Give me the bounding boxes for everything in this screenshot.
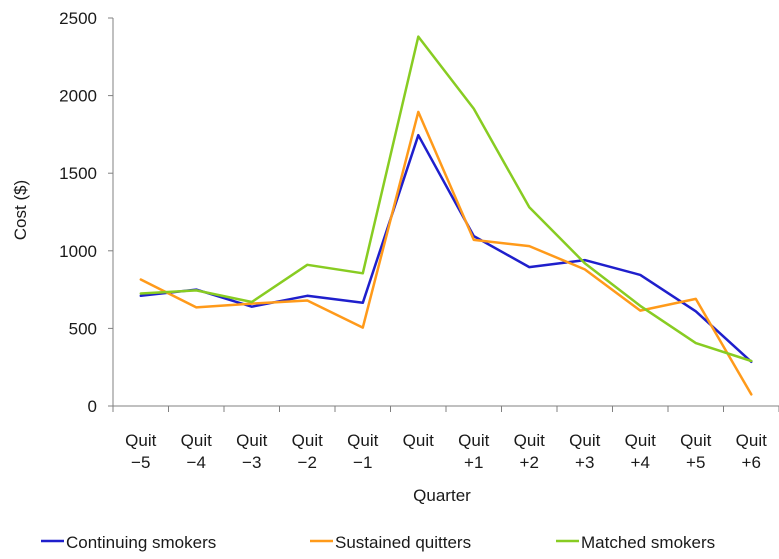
x-tick-label-line: Quit (569, 431, 600, 450)
y-axis-title: Cost ($) (11, 180, 30, 240)
x-tick-label: Quit −4 (181, 431, 212, 472)
x-tick-label-line: Quit (458, 431, 489, 450)
y-tick-label: 2500 (59, 9, 97, 28)
y-tick-label: 500 (69, 319, 97, 338)
x-tick-label-line: −2 (298, 453, 317, 472)
series-lines (139, 35, 753, 396)
x-tick-label-line: −4 (187, 453, 206, 472)
x-axis: Quit −5 Quit −4 Quit −3 Quit −2 Quit −1 Quit Quit +1… (112, 405, 779, 472)
series-line (139, 133, 753, 364)
legend-label: Continuing smokers (66, 533, 216, 552)
x-tick-label: Quit −5 (125, 431, 156, 472)
x-tick-label: Quit −2 (292, 431, 323, 472)
x-tick-label-line: −5 (131, 453, 150, 472)
x-axis-title: Quarter (413, 486, 471, 505)
x-tick-label-line: −1 (353, 453, 372, 472)
x-tick-label-line: Quit (236, 431, 267, 450)
x-tick-label-line: Quit (736, 431, 767, 450)
y-tick-label: 1500 (59, 164, 97, 183)
y-tick-label: 1000 (59, 242, 97, 261)
x-tick-label: Quit +1 (458, 431, 489, 472)
x-tick-label-line: Quit (514, 431, 545, 450)
x-tick-label: Quit −3 (236, 431, 267, 472)
x-tick-label: Quit +4 (625, 431, 656, 472)
x-tick-label: Quit +5 (680, 431, 711, 472)
x-tick-label-line: Quit (625, 431, 656, 450)
x-tick-label-line: +1 (464, 453, 483, 472)
x-tick-label: Quit +3 (569, 431, 600, 472)
x-tick-label-line: Quit (680, 431, 711, 450)
x-tick-label: Quit +6 (736, 431, 767, 472)
series-line (139, 110, 753, 396)
x-tick-label-line: Quit (403, 431, 434, 450)
legend-label: Sustained quitters (335, 533, 471, 552)
legend-label: Matched smokers (581, 533, 715, 552)
x-tick-label-line: −3 (242, 453, 261, 472)
x-tick-label-line: +2 (520, 453, 539, 472)
x-tick-label-line: Quit (347, 431, 378, 450)
x-tick-label-line: +6 (742, 453, 761, 472)
series-line (139, 35, 753, 363)
y-axis: 0 500 1000 1500 2000 2500 (59, 9, 114, 416)
x-tick-label-line: Quit (181, 431, 212, 450)
x-tick-label: Quit (403, 431, 434, 450)
x-tick-label-line: +4 (631, 453, 650, 472)
y-tick-label: 0 (88, 397, 97, 416)
x-tick-label-line: +5 (686, 453, 705, 472)
x-tick-label-line: Quit (125, 431, 156, 450)
x-tick-label-line: Quit (292, 431, 323, 450)
x-tick-label: Quit −1 (347, 431, 378, 472)
x-tick-label-line: +3 (575, 453, 594, 472)
y-tick-label: 2000 (59, 87, 97, 106)
legend: Continuing smokers Sustained quitters Matc… (41, 533, 715, 552)
x-tick-label: Quit +2 (514, 431, 545, 472)
